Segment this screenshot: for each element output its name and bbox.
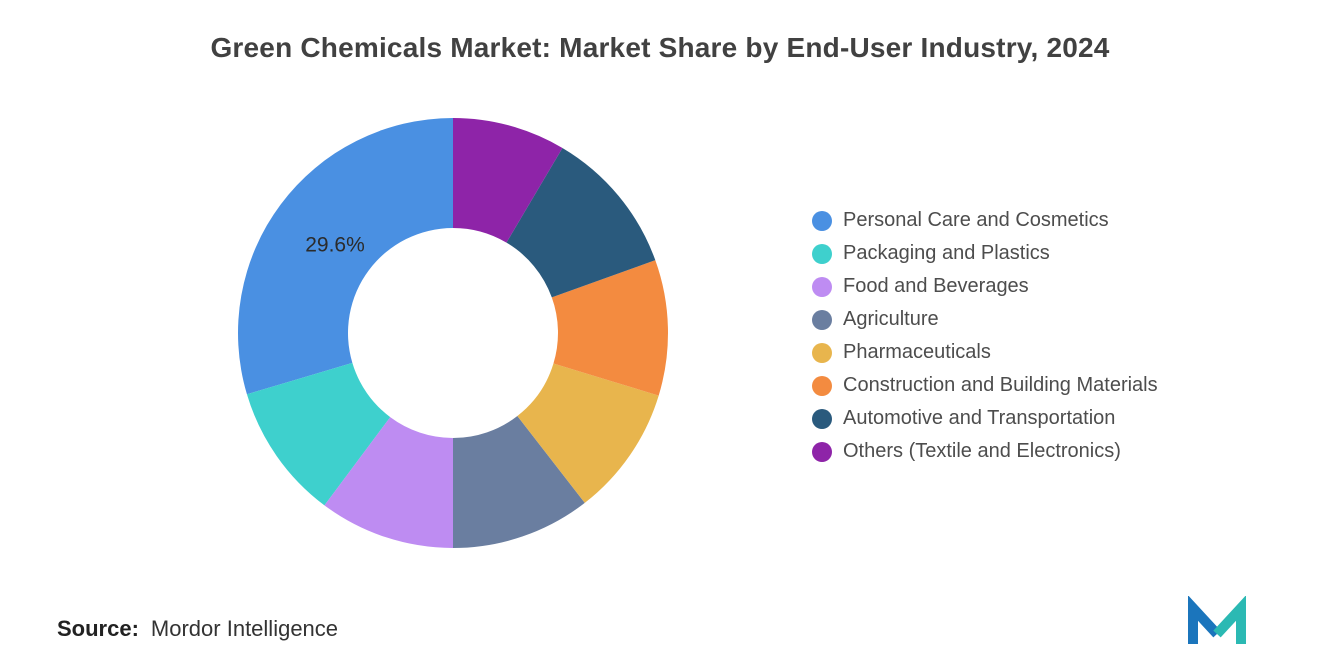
donut-slice-4[interactable] <box>517 363 659 503</box>
legend-item-2[interactable]: Food and Beverages <box>812 270 1158 303</box>
donut-slice-1[interactable] <box>246 362 391 506</box>
source-row: Source: Mordor Intelligence <box>57 616 338 642</box>
legend-label: Others (Textile and Electronics) <box>843 440 1121 462</box>
donut-slice-7[interactable] <box>453 118 563 243</box>
legend-item-0[interactable]: Personal Care and Cosmetics <box>812 204 1158 237</box>
legend-label: Personal Care and Cosmetics <box>843 209 1109 231</box>
legend-item-1[interactable]: Packaging and Plastics <box>812 237 1158 270</box>
source-label: Source: <box>57 616 139 641</box>
donut-slice-6[interactable] <box>506 147 656 298</box>
donut-slice-5[interactable] <box>551 260 668 396</box>
source-value: Mordor Intelligence <box>150 616 339 641</box>
legend-label: Automotive and Transportation <box>843 407 1116 429</box>
legend-swatch-icon <box>812 342 832 363</box>
legend-swatch-icon <box>812 210 832 231</box>
mordor-m-icon <box>1188 595 1246 644</box>
legend-item-7[interactable]: Others (Textile and Electronics) <box>812 435 1158 468</box>
donut-slice-0[interactable] <box>238 118 453 395</box>
legend-item-4[interactable]: Pharmaceuticals <box>812 336 1158 369</box>
legend-label: Pharmaceuticals <box>843 341 991 363</box>
legend-swatch-icon <box>812 243 832 264</box>
slice-value-label: 29.6% <box>305 234 365 257</box>
legend-item-6[interactable]: Automotive and Transportation <box>812 402 1158 435</box>
legend-label: Food and Beverages <box>843 275 1029 297</box>
mordor-intelligence-logo <box>1186 595 1248 648</box>
chart-title: Green Chemicals Market: Market Share by … <box>210 32 1110 63</box>
chart-legend: Personal Care and Cosmetics Packaging and… <box>812 204 1158 468</box>
legend-swatch-icon <box>812 408 832 429</box>
legend-swatch-icon <box>812 441 832 462</box>
legend-item-5[interactable]: Construction and Building Materials <box>812 369 1158 402</box>
donut-chart: 29.6% <box>238 118 668 548</box>
legend-label: Packaging and Plastics <box>843 242 1050 264</box>
legend-label: Agriculture <box>843 308 939 330</box>
donut-slice-2[interactable] <box>324 417 453 548</box>
donut-slice-3[interactable] <box>453 415 585 548</box>
legend-swatch-icon <box>812 276 832 297</box>
legend-swatch-icon <box>812 375 832 396</box>
legend-swatch-icon <box>812 309 832 330</box>
legend-label: Construction and Building Materials <box>843 374 1158 396</box>
legend-item-3[interactable]: Agriculture <box>812 303 1158 336</box>
